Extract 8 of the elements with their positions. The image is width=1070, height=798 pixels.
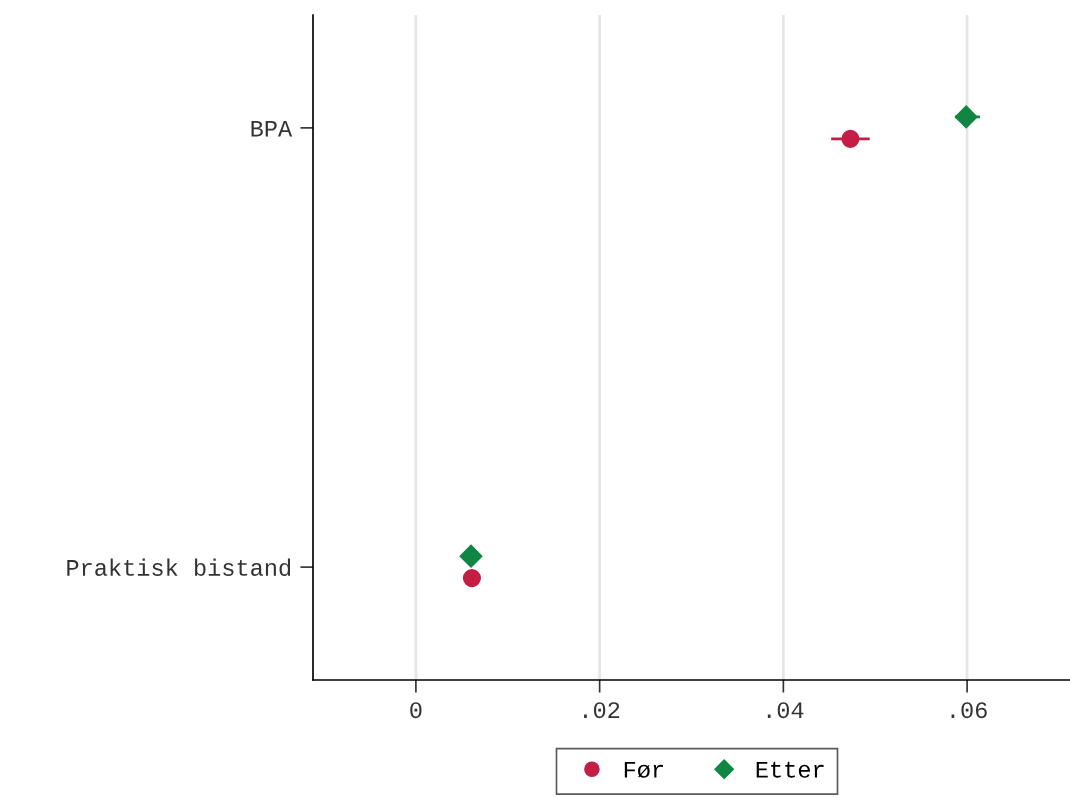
legend-label: Før [624,761,663,778]
x-tick-label: .02 [584,702,620,719]
x-tick-label: 0 [410,702,422,719]
x-tick-label: .06 [951,702,987,719]
y-tick-label: BPA [251,120,293,137]
x-tick-label: .04 [767,702,804,719]
legend-label: Etter [756,761,824,778]
y-tick-label: Praktisk bistand [67,558,291,576]
